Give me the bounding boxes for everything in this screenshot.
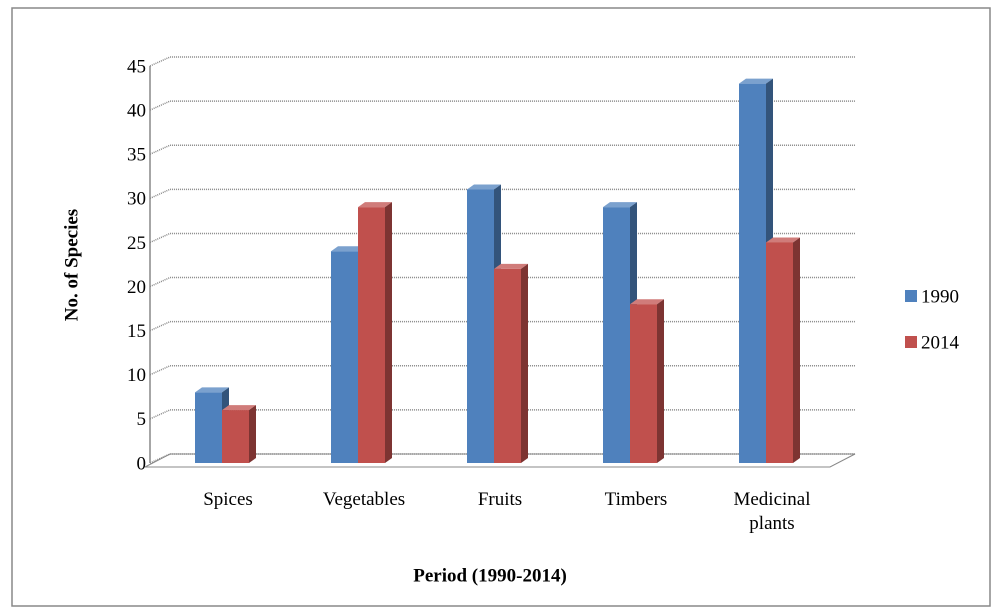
bar bbox=[331, 251, 358, 463]
bar-side bbox=[657, 299, 664, 463]
x-tick-label: Fruits bbox=[477, 489, 523, 510]
y-tick-label: 40 bbox=[127, 100, 146, 121]
y-tick-label: 10 bbox=[127, 365, 146, 386]
bar-top bbox=[331, 246, 365, 252]
bar-side bbox=[521, 263, 528, 463]
bar bbox=[467, 189, 494, 463]
legend-label: 2014 bbox=[921, 332, 960, 353]
y-tick-label: 30 bbox=[127, 189, 146, 210]
bar bbox=[494, 268, 521, 463]
legend-swatch bbox=[905, 336, 917, 348]
bar-top bbox=[766, 237, 800, 243]
bar bbox=[195, 392, 222, 463]
grid-line bbox=[149, 188, 855, 200]
grid-line bbox=[149, 56, 855, 67]
bar-top bbox=[358, 202, 392, 208]
bar bbox=[766, 242, 793, 463]
y-tick-label: 0 bbox=[137, 453, 147, 474]
x-tick-label: Spices bbox=[203, 489, 253, 510]
x-tick-label: Timbers bbox=[604, 489, 668, 510]
bar-side bbox=[793, 237, 800, 463]
x-axis-label: Period (1990-2014) bbox=[413, 565, 567, 586]
bar-top bbox=[494, 263, 528, 269]
grid-line bbox=[149, 100, 855, 111]
bar bbox=[603, 207, 630, 463]
bar-top bbox=[195, 387, 229, 393]
y-tick-label: 15 bbox=[127, 321, 146, 342]
legend-swatch bbox=[905, 290, 917, 302]
bar-top bbox=[467, 184, 501, 190]
x-tick-label: Vegetables bbox=[322, 489, 406, 510]
bar bbox=[222, 410, 249, 463]
x-tick-label: Medicinal plants bbox=[733, 489, 811, 534]
y-axis-label: No. of Species bbox=[61, 209, 82, 321]
bar-top bbox=[630, 299, 664, 305]
grid-line bbox=[149, 144, 855, 155]
bar bbox=[630, 304, 657, 463]
y-tick-label: 25 bbox=[127, 233, 146, 254]
bar bbox=[358, 207, 385, 463]
y-tick-label: 20 bbox=[127, 277, 146, 298]
bar-top bbox=[603, 202, 637, 208]
y-tick-label: 5 bbox=[137, 409, 147, 430]
bar-side bbox=[249, 405, 256, 463]
y-tick-label: 45 bbox=[127, 56, 146, 77]
bar-side bbox=[385, 202, 392, 463]
bar-top bbox=[222, 405, 256, 411]
bar bbox=[739, 83, 766, 464]
y-tick-label: 35 bbox=[127, 145, 146, 166]
bar-top bbox=[739, 78, 773, 84]
legend-label: 1990 bbox=[921, 286, 959, 307]
